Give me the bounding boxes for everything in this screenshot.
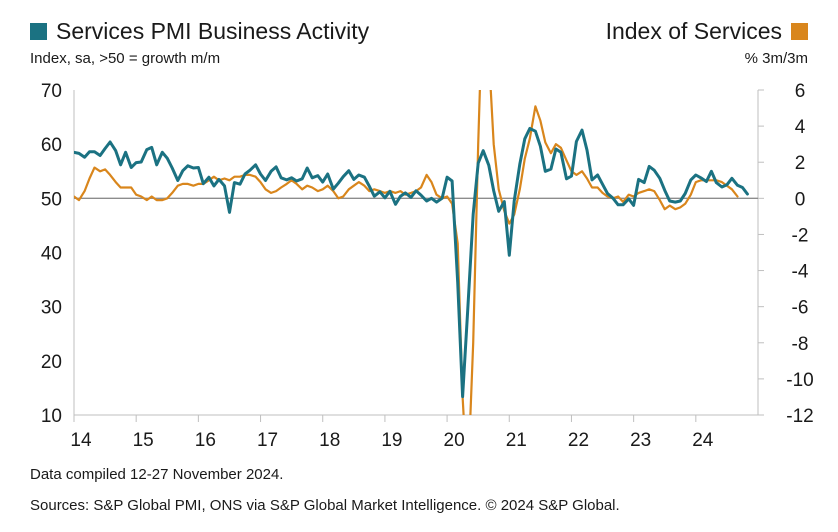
legend-swatch-ios — [791, 23, 808, 40]
left-axis-title: Index, sa, >50 = growth m/m — [30, 50, 221, 67]
x-tick-label: 16 — [195, 430, 216, 451]
y-left-tick-label: 30 — [41, 298, 62, 319]
x-tick-label: 18 — [319, 430, 340, 451]
x-tick-label: 22 — [568, 430, 589, 451]
y-left-tick-label: 60 — [41, 135, 62, 156]
y-right-tick-label: -12 — [786, 406, 813, 427]
y-right-tick-label: -2 — [792, 225, 809, 246]
y-left-tick-label: 70 — [41, 81, 62, 102]
x-tick-label: 24 — [692, 430, 714, 451]
footnote-compiled: Data compiled 12-27 November 2024. — [30, 466, 284, 483]
x-tick-label: 19 — [381, 430, 402, 451]
legend-label-pmi: Services PMI Business Activity — [56, 18, 370, 44]
series-line-index-of-services — [74, 90, 739, 415]
legend-left: Services PMI Business Activity — [30, 18, 369, 45]
legend-right: Index of Services — [606, 18, 808, 45]
y-right-tick-label: -4 — [792, 262, 809, 283]
y-left-tick-label: 40 — [41, 244, 62, 265]
x-tick-label: 14 — [70, 430, 92, 451]
y-right-tick-label: -6 — [792, 298, 809, 319]
footnote-sources: Sources: S&P Global PMI, ONS via S&P Glo… — [30, 497, 620, 514]
y-right-tick-label: -8 — [792, 334, 809, 355]
chart-series — [74, 90, 749, 415]
series-line-services-pmi — [74, 127, 749, 399]
legend-swatch-pmi — [30, 23, 47, 40]
x-tick-label: 21 — [506, 430, 527, 451]
x-tick-label: 17 — [257, 430, 278, 451]
y-right-tick-label: 6 — [795, 81, 806, 102]
x-tick-label: 15 — [133, 430, 154, 451]
x-tick-label: 23 — [630, 430, 651, 451]
x-tick-label: 20 — [444, 430, 465, 451]
y-left-tick-label: 10 — [41, 406, 62, 427]
y-right-tick-label: 4 — [795, 117, 806, 138]
legend-label-ios: Index of Services — [605, 18, 782, 44]
y-left-tick-label: 20 — [41, 352, 62, 373]
y-right-tick-label: 2 — [795, 153, 806, 174]
y-right-tick-label: 0 — [795, 189, 806, 210]
right-axis-title: % 3m/3m — [744, 50, 808, 67]
y-right-tick-label: -10 — [786, 370, 813, 391]
y-left-tick-label: 50 — [41, 189, 62, 210]
